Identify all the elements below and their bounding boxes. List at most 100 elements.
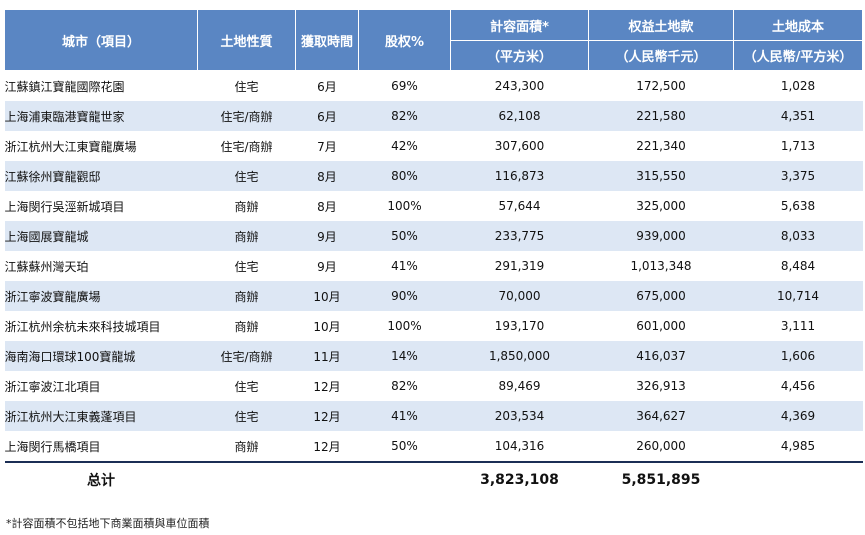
- cell-gfa: 89,469: [498, 379, 541, 393]
- cell-acquired-time: 6月: [295, 101, 359, 131]
- cell-equity: 14%: [358, 341, 451, 371]
- cell-gfa: 70,000: [450, 281, 589, 311]
- cell-city: 江蘇蘇州灣天珀: [4, 259, 89, 274]
- table-row: 上海國展寶龍城 商辦 9月 50% 233,775 939,000 8,033: [4, 221, 863, 251]
- cell-city: 上海閔行馬橋項目: [4, 439, 101, 454]
- cell-acquired-time: 10月: [295, 281, 359, 311]
- cell-land-type: 住宅: [234, 259, 259, 274]
- cell-land-type: 商辦: [234, 319, 259, 334]
- cell-city: 上海閔行吳涇新城項目: [4, 199, 125, 214]
- cell-land-cost: 5,638: [780, 199, 816, 213]
- cell-acquired-time: 8月: [295, 161, 359, 191]
- table-row: 浙江寧波寶龍廣場 商辦 10月 90% 70,000 675,000 10,714: [4, 281, 863, 311]
- cell-city: 浙江寧波寶龍廣場: [4, 281, 198, 311]
- cell-gfa: 291,319: [494, 259, 545, 273]
- cell-acquired-time: 12月: [313, 439, 341, 454]
- header-land-price-unit: （人民幣千元）: [588, 40, 734, 71]
- cell-land-cost: 3,111: [780, 319, 816, 333]
- cell-land-price: 675,000: [588, 281, 734, 311]
- cell-acquired-time: 9月: [317, 259, 337, 274]
- header-land-cost-unit: （人民幣/平方米）: [733, 40, 863, 71]
- cell-equity: 50%: [391, 439, 418, 453]
- cell-gfa: 57,644: [498, 199, 541, 213]
- cell-land-cost: 8,484: [780, 259, 816, 273]
- footnote: *計容面積不包括地下商業面積與車位面積: [6, 517, 210, 530]
- cell-land-type: 住宅/商辦: [220, 139, 273, 154]
- header-land-cost: 土地成本: [733, 9, 863, 41]
- cell-city: 浙江杭州余杭未來科技城項目: [4, 319, 161, 334]
- cell-gfa: 307,600: [494, 139, 545, 153]
- cell-gfa: 62,108: [450, 101, 589, 131]
- cell-land-cost: 1,606: [733, 341, 863, 371]
- cell-gfa: 1,850,000: [450, 341, 589, 371]
- total-gfa: 3,823,108: [450, 461, 589, 496]
- total-blank: [733, 461, 863, 496]
- cell-land-price: 1,013,348: [630, 259, 692, 273]
- header-acquired-time: 獲取時間: [295, 9, 359, 71]
- cell-land-price: 364,627: [588, 401, 734, 431]
- table-row: 上海閔行吳涇新城項目 商辦 8月 100% 57,644 325,000 5,638: [5, 191, 863, 221]
- cell-land-cost: 3,375: [733, 161, 863, 191]
- cell-land-cost: 4,985: [780, 439, 816, 453]
- cell-land-price: 601,000: [636, 319, 686, 333]
- total-land-price: 5,851,895: [588, 461, 734, 496]
- header-gfa: 計容面積*: [450, 9, 589, 41]
- cell-land-type: 商辦: [197, 281, 296, 311]
- total-blank: [197, 461, 296, 496]
- cell-acquired-time: 9月: [295, 221, 359, 251]
- cell-land-price: 325,000: [636, 199, 686, 213]
- cell-equity: 41%: [391, 259, 418, 273]
- cell-acquired-time: 12月: [295, 401, 359, 431]
- header-land-price: 权益土地款: [588, 9, 734, 41]
- total-row: 总计 3,823,108 5,851,895: [4, 461, 863, 496]
- cell-land-cost: 4,369: [733, 401, 863, 431]
- header-gfa-unit: （平方米）: [450, 40, 589, 71]
- cell-land-type: 商辦: [197, 221, 296, 251]
- cell-land-cost: 8,033: [733, 221, 863, 251]
- table-row: 江蘇徐州寶龍觀邸 住宅 8月 80% 116,873 315,550 3,375: [4, 161, 863, 191]
- cell-gfa: 116,873: [450, 161, 589, 191]
- cell-equity: 69%: [391, 79, 418, 93]
- cell-equity: 100%: [387, 199, 422, 213]
- table-row: 上海閔行馬橋項目 商辦 12月 50% 104,316 260,000 4,985: [5, 431, 863, 462]
- cell-city: 上海浦東臨港寶龍世家: [4, 101, 198, 131]
- cell-acquired-time: 7月: [317, 139, 337, 154]
- cell-land-cost: 10,714: [733, 281, 863, 311]
- cell-land-price: 221,340: [636, 139, 686, 153]
- cell-equity: 42%: [391, 139, 418, 153]
- cell-equity: 100%: [387, 319, 422, 333]
- cell-gfa: 193,170: [494, 319, 545, 333]
- cell-land-type: 住宅/商辦: [197, 101, 296, 131]
- cell-land-type: 住宅: [234, 379, 259, 394]
- cell-city: 上海國展寶龍城: [4, 221, 198, 251]
- header-equity: 股权%: [358, 9, 451, 71]
- table-row: 上海浦東臨港寶龍世家 住宅/商辦 6月 82% 62,108 221,580 4,351: [4, 101, 863, 131]
- cell-equity: 41%: [358, 401, 451, 431]
- table-row: 海南海口環球100寶龍城 住宅/商辦 11月 14% 1,850,000 416,037 1…: [4, 341, 863, 371]
- cell-city: 江蘇鎮江寶龍國際花園: [4, 79, 125, 94]
- land-acquisition-table: 城市（項目） 土地性質 獲取時間 股权% 計容面積* 权益土地款 土地成本 （平…: [4, 9, 863, 496]
- total-label: 总计: [4, 461, 198, 496]
- table-row: 浙江杭州余杭未來科技城項目 商辦 10月 100% 193,170 601,000 3,11…: [5, 311, 863, 341]
- cell-land-type: 住宅: [234, 79, 259, 94]
- cell-land-price: 172,500: [636, 79, 686, 93]
- table-row: 浙江寧波江北項目 住宅 12月 82% 89,469 326,913 4,456: [5, 371, 863, 401]
- table-row: 江蘇蘇州灣天珀 住宅 9月 41% 291,319 1,013,348 8,484: [5, 251, 863, 281]
- cell-land-cost: 4,351: [733, 101, 863, 131]
- cell-land-price: 939,000: [588, 221, 734, 251]
- total-blank: [358, 461, 451, 496]
- cell-gfa: 104,316: [494, 439, 545, 453]
- cell-city: 浙江杭州大江東義蓬項目: [4, 401, 198, 431]
- cell-city: 江蘇徐州寶龍觀邸: [4, 161, 198, 191]
- cell-land-price: 315,550: [588, 161, 734, 191]
- cell-land-price: 260,000: [636, 439, 686, 453]
- cell-land-price: 416,037: [588, 341, 734, 371]
- cell-land-type: 商辦: [234, 439, 259, 454]
- cell-land-cost: 1,028: [780, 79, 816, 93]
- header-land-type: 土地性質: [197, 9, 296, 71]
- cell-city: 海南海口環球100寶龍城: [4, 341, 198, 371]
- table-row: 浙江杭州大江東義蓬項目 住宅 12月 41% 203,534 364,627 4,369: [4, 401, 863, 431]
- cell-land-price: 221,580: [588, 101, 734, 131]
- cell-equity: 90%: [358, 281, 451, 311]
- cell-equity: 82%: [358, 101, 451, 131]
